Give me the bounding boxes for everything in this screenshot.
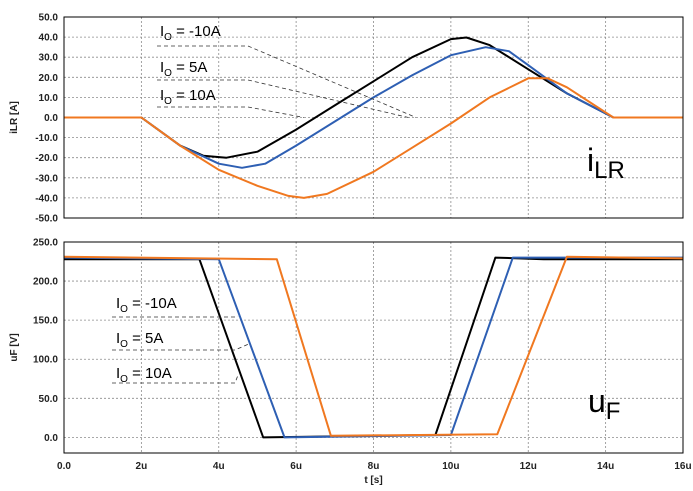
- panel-symbol-main: u: [588, 383, 606, 419]
- annotation-symbol: I: [160, 59, 164, 76]
- annotation-leader-line: [112, 374, 239, 384]
- y-tick-label: -30.0: [35, 173, 58, 184]
- y-tick-label: 150.0: [33, 316, 58, 327]
- annotation-value: = -10A: [128, 295, 177, 312]
- y-tick-label: 0.0: [44, 433, 58, 444]
- y-tick-label: 40.0: [39, 33, 59, 44]
- panel-symbol-label: uF: [588, 383, 620, 425]
- annotation-symbol: I: [116, 330, 120, 347]
- annotation-value: = 5A: [172, 59, 207, 76]
- y-tick-label: 50.0: [39, 13, 59, 24]
- annotation-value: = -10A: [172, 23, 221, 40]
- y-tick-label: -20.0: [35, 153, 58, 164]
- x-tick-label: 4u: [213, 461, 225, 472]
- y-tick-label: 250.0: [33, 238, 58, 249]
- x-axis-title: t [s]: [364, 475, 382, 486]
- annotation-value: = 10A: [128, 365, 172, 382]
- annotation-leader-line: [157, 45, 417, 118]
- annotation-symbol: I: [160, 23, 164, 40]
- y-tick-label: -50.0: [35, 214, 58, 225]
- annotation-symbol: I: [160, 87, 164, 104]
- x-tick-label: 12u: [520, 461, 537, 472]
- y-tick-label: -40.0: [35, 193, 58, 204]
- annotation-subscript: O: [164, 68, 172, 79]
- annotation-subscript: O: [164, 96, 172, 107]
- y-tick-label: 0.0: [44, 113, 58, 124]
- x-tick-label: 0.0: [57, 461, 71, 472]
- y-tick-label: 10.0: [39, 93, 59, 104]
- y-tick-label: 50.0: [39, 394, 59, 405]
- x-tick-label: 8u: [368, 461, 380, 472]
- x-tick-label: 2u: [136, 461, 148, 472]
- annotation-subscript: O: [120, 304, 128, 315]
- annotation-symbol: I: [116, 365, 120, 382]
- annotation-label: IO = -10A: [116, 295, 177, 315]
- panel-symbol-main: i: [587, 142, 594, 178]
- y-tick-label: 100.0: [33, 355, 58, 366]
- panel-symbol-subscript: LR: [594, 157, 625, 184]
- annotation-symbol: I: [116, 295, 120, 312]
- annotation-leader-line: [112, 343, 250, 351]
- panel-symbol-subscript: F: [606, 398, 621, 425]
- annotation-leader-line: [157, 106, 304, 118]
- annotation-label: IO = 10A: [116, 365, 172, 385]
- y-tick-label: 30.0: [39, 53, 59, 64]
- annotation-label: IO = 10A: [160, 87, 216, 107]
- annotation-subscript: O: [120, 339, 128, 350]
- chart-top-ilr: 50.0 40.0 30.0 20.0 10.0 0.0 -10.0 -20.0 -30.0 -4…: [9, 13, 684, 225]
- annotation-value: = 10A: [172, 87, 216, 104]
- annotation-leader-line: [112, 315, 239, 318]
- x-tick-label: 16u: [674, 461, 691, 472]
- annotation-subscript: O: [120, 374, 128, 385]
- annotation-label: IO = 5A: [160, 59, 207, 79]
- bottom-series-line-2: [63, 255, 684, 437]
- chart-bottom-uf: 250.0 200.0 150.0 100.0 50.0 0.0 0.0 2u 4u 6u 8u 10…: [9, 238, 692, 487]
- plot-frame: [63, 16, 684, 219]
- annotation-label: IO = 5A: [116, 330, 163, 350]
- annotation-label: IO = -10A: [160, 23, 221, 43]
- y-tick-label: 20.0: [39, 73, 59, 84]
- top-series-line-2: [64, 77, 683, 199]
- y-axis-title: iLR [A]: [9, 101, 20, 134]
- y-tick-label: -10.0: [35, 133, 58, 144]
- top-series-line-1: [64, 46, 683, 169]
- annotation-subscript: O: [164, 32, 172, 43]
- annotation-leader-line: [157, 79, 409, 118]
- x-tick-label: 6u: [290, 461, 302, 472]
- y-tick-label: 200.0: [33, 277, 58, 288]
- plot-frame: [63, 241, 684, 454]
- y-axis-title: uF [V]: [9, 333, 20, 361]
- panel-symbol-label: iLR: [587, 142, 625, 184]
- x-tick-label: 10u: [442, 461, 459, 472]
- annotation-value: = 5A: [128, 330, 163, 347]
- x-tick-label: 14u: [597, 461, 614, 472]
